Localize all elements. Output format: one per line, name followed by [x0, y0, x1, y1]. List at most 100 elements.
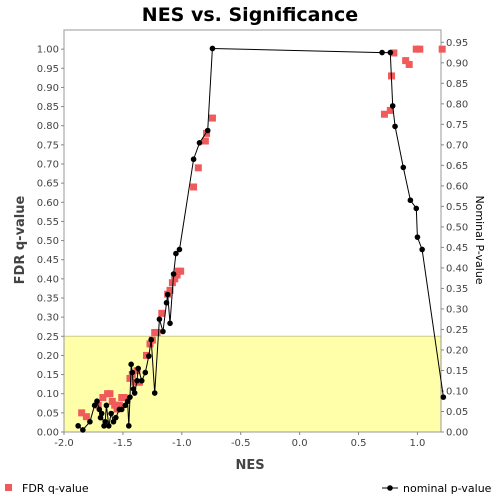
fdr-q-value-point [82, 413, 90, 421]
right-y-tick-label: 0.40 [446, 263, 468, 274]
fdr-q-value-point [412, 45, 420, 53]
nominal-p-value-point [190, 156, 197, 163]
fdr-q-value-point [126, 374, 134, 382]
nominal-p-value-point [167, 320, 173, 327]
right-y-tick-label: 0.50 [446, 222, 468, 233]
fdr-q-value-point [111, 401, 119, 409]
right-y-tick-label: 0.65 [446, 161, 468, 172]
x-tick-label: -2.0 [54, 438, 74, 449]
fdr-q-value-point [171, 275, 179, 283]
fdr-q-value-point [390, 49, 398, 57]
nominal-p-value-point [105, 423, 112, 429]
chart-title: NES vs. Significance [142, 4, 358, 26]
y-tick-label: 0.95 [37, 64, 59, 75]
nominal-p-value-point [209, 45, 216, 52]
y-tick-label: 0.35 [37, 294, 59, 305]
fdr-q-value-point [386, 106, 394, 114]
y-tick-label: 0.45 [37, 255, 59, 266]
right-y-tick-label: 0.25 [446, 325, 468, 336]
y-tick-label: 0.50 [37, 236, 59, 247]
fdr-q-value-point [416, 45, 424, 53]
plot-frame [63, 29, 442, 433]
nominal-p-value-point [128, 361, 134, 368]
fdr-q-value-point [158, 309, 166, 317]
x-tick-label: 1.0 [409, 438, 425, 449]
y-tick-label: 0.15 [37, 370, 59, 381]
nominal-p-value-point [102, 418, 109, 425]
right-y-tick-label: 0.35 [446, 284, 468, 295]
y-axis-title: FDR q-value [13, 195, 28, 284]
y-tick-label: 0.05 [37, 408, 59, 419]
right-y-tick-label: 0.45 [446, 243, 468, 254]
nominal-p-value-point [80, 427, 86, 433]
x-tick-label: 0.0 [292, 438, 308, 449]
right-y-tick-label: 0.60 [446, 181, 468, 192]
fdr-q-value-point [166, 286, 174, 294]
nominal-p-value-point [148, 336, 154, 343]
x-tick-label: -1.5 [113, 438, 133, 449]
right-y-tick-label: 0.70 [446, 140, 468, 151]
x-tick-label: 0.5 [351, 438, 367, 449]
significance-region [64, 336, 441, 432]
y-tick-label: 0.75 [37, 140, 59, 151]
right-y-tick-label: 0.90 [446, 58, 468, 69]
nominal-p-value-point [173, 250, 179, 257]
fdr-q-value-point [153, 328, 161, 336]
nominal-p-value-point [407, 197, 414, 204]
plot-area: 0.00 0.05 0.10 0.15 0.20 0.25 0.30 0.35 0.40 0.45… [37, 29, 468, 449]
legend-nominal-label: nominal p-value [403, 482, 492, 495]
y-tick-label: 0.85 [37, 102, 59, 113]
fdr-q-value-point [380, 110, 388, 118]
y-tick-label: 1.00 [37, 45, 59, 56]
nominal-p-value-point [146, 353, 152, 359]
fdr-q-value-point [402, 57, 410, 65]
y-tick-label: 0.30 [37, 313, 59, 324]
y-tick-label: 0.60 [37, 198, 59, 209]
y-tick-label: 0.65 [37, 179, 59, 190]
nominal-p-value-point [440, 394, 447, 400]
right-y-tick-label: 0.30 [446, 304, 468, 315]
nominal-p-value-point [392, 123, 398, 130]
y-tick-label: 0.55 [37, 217, 59, 228]
y-tick-label: 0.10 [37, 389, 59, 400]
nominal-p-value-point [414, 234, 421, 240]
y-tick-label: 0.80 [37, 121, 59, 132]
right-y-tick-label: 0.15 [446, 366, 468, 377]
right-y-tick-label: 0.95 [446, 38, 468, 49]
nominal-p-value-point [91, 402, 98, 409]
nominal-p-value-point [108, 410, 114, 417]
fdr-q-value-point [405, 60, 413, 68]
fdr-q-value-point [203, 129, 211, 137]
y-tick-label: 0.25 [37, 332, 59, 343]
fdr-q-value-point [168, 279, 176, 287]
legend-fdr-marker [5, 484, 12, 491]
nominal-p-value-point [413, 205, 420, 212]
fdr-q-value-point [115, 401, 123, 409]
y-tick-label: 0.00 [37, 428, 59, 439]
nominal-p-value-point [151, 390, 158, 396]
nominal-p-value-point [176, 246, 183, 253]
fdr-q-value-point [194, 164, 202, 172]
right-y-tick-label: 0.00 [446, 428, 468, 439]
right-y-tick-label: 0.75 [446, 120, 468, 131]
right-y-tick-label: 0.55 [446, 202, 468, 213]
x-tick-label: -1.0 [172, 438, 192, 449]
right-y-tick-label: 0.85 [446, 79, 468, 90]
y-tick-label: 0.20 [37, 351, 59, 362]
nominal-p-value-point [113, 414, 119, 421]
fdr-q-value-point [106, 390, 114, 398]
nominal-p-value-point [160, 328, 166, 335]
x-axis-title: NES [235, 458, 264, 473]
legend-nominal-marker [387, 485, 393, 491]
nominal-p-value-point [164, 291, 171, 298]
fdr-q-value-point [108, 397, 116, 405]
fdr-q-value-point [99, 394, 107, 402]
nominal-p-value-point [419, 246, 425, 253]
nominal-p-value-point [134, 377, 140, 384]
fdr-q-value-point [78, 409, 86, 417]
nominal-p-value-point [96, 406, 103, 413]
y-tick-label: 0.40 [37, 274, 59, 285]
nominal-p-value-point [127, 394, 133, 400]
